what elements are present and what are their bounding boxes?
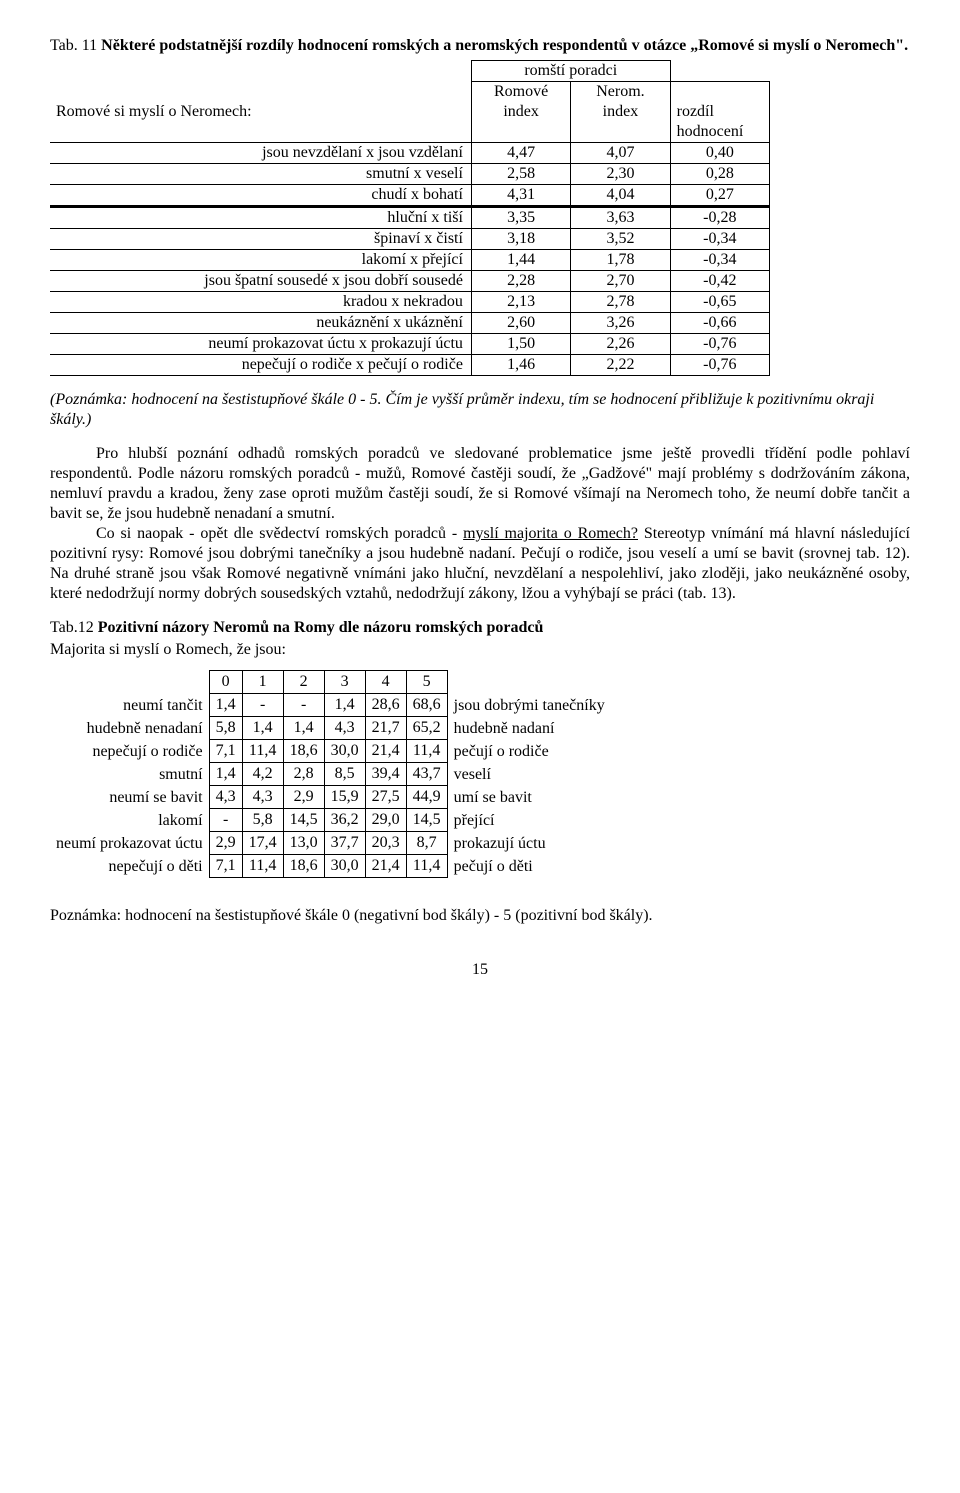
t1-sub-3: rozdíl: [670, 102, 769, 122]
table-11: romští poradci Romové Nerom. Romové si m…: [50, 60, 770, 376]
paragraph-1: Pro hlubší poznání odhadů romských porad…: [50, 444, 910, 524]
table-row: lakomí-5,814,536,229,014,5přející: [50, 809, 611, 832]
underlined-phrase: myslí majorita o Romech?: [463, 525, 638, 542]
table-row: smutní x veselí2,582,300,28: [50, 164, 770, 185]
table-header: 0 1 2 3 4 5: [50, 671, 611, 694]
table-row: neukáznění x ukáznění2,603,26-0,66: [50, 313, 770, 334]
table-row: hudebně nenadaní5,81,41,44,321,765,2hude…: [50, 717, 611, 740]
table-row: smutní1,44,22,88,539,443,7veselí: [50, 763, 611, 786]
page-number: 15: [50, 960, 910, 980]
table-row: neumí prokazovat úctu2,917,413,037,720,3…: [50, 832, 611, 855]
table-row: hluční x tiší3,353,63-0,28: [50, 207, 770, 229]
t1-sub-2: index: [571, 102, 670, 122]
t1-hdr-span: romští poradci: [471, 61, 670, 82]
t1-sub-1: index: [471, 102, 570, 122]
tab12-caption: Tab.12 Pozitivní názory Neromů na Romy d…: [50, 618, 910, 638]
table-row: špinaví x čistí3,183,52-0,34: [50, 229, 770, 250]
table-row: neumí prokazovat úctu x prokazují úctu1,…: [50, 334, 770, 355]
note-1: (Poznámka: hodnocení na šestistupňové šk…: [50, 390, 910, 430]
table-row: jsou špatní sousedé x jsou dobří sousedé…: [50, 271, 770, 292]
table-row: nepečují o děti7,111,418,630,021,411,4pe…: [50, 855, 611, 878]
table-row: neumí se bavit4,34,32,915,927,544,9umí s…: [50, 786, 611, 809]
t1-hdr-c1: Romové: [471, 82, 570, 103]
tab12-subtitle: Majorita si myslí o Romech, že jsou:: [50, 640, 910, 660]
tab11-prefix: Tab. 11: [50, 37, 97, 54]
tab12-prefix: Tab.12: [50, 619, 98, 636]
table-row: lakomí x přející1,441,78-0,34: [50, 250, 770, 271]
t1-sub-3b: hodnocení: [670, 122, 769, 143]
paragraph-2: Co si naopak - opět dle svědectví romský…: [50, 524, 910, 604]
table-12: 0 1 2 3 4 5 neumí tančit1,4--1,428,668,6…: [50, 670, 611, 878]
table-row: nepečují o rodiče7,111,418,630,021,411,4…: [50, 740, 611, 763]
table-row: kradou x nekradou2,132,78-0,65: [50, 292, 770, 313]
t1-hdr-c2: Nerom.: [571, 82, 670, 103]
table-row: jsou nevzdělaní x jsou vzdělaní4,474,070…: [50, 143, 770, 164]
t1-rowlabel-header: Romové si myslí o Neromech:: [50, 102, 471, 122]
tab11-caption: Tab. 11 Některé podstatnější rozdíly hod…: [50, 36, 910, 56]
footnote: Poznámka: hodnocení na šestistupňové šká…: [50, 906, 910, 926]
tab11-title: Některé podstatnější rozdíly hodnocení r…: [97, 37, 908, 54]
table-row: neumí tančit1,4--1,428,668,6jsou dobrými…: [50, 694, 611, 717]
tab12-title: Pozitivní názory Neromů na Romy dle názo…: [98, 619, 544, 636]
table-row: nepečují o rodiče x pečují o rodiče1,462…: [50, 355, 770, 376]
table-row: chudí x bohatí4,314,040,27: [50, 185, 770, 207]
